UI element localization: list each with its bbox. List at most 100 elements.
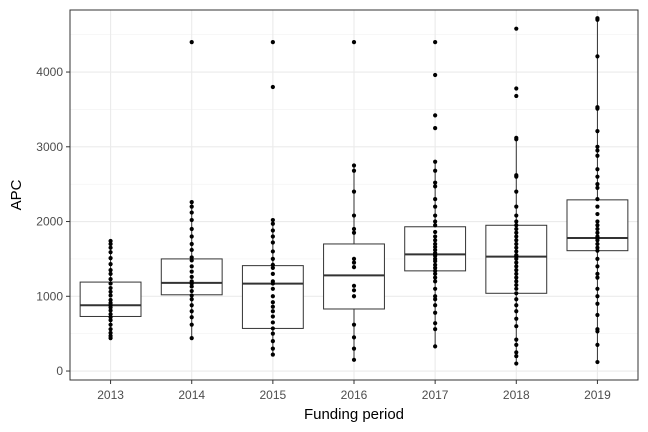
data-point — [595, 301, 600, 306]
y-tick-label: 1000 — [36, 289, 63, 303]
data-point — [514, 286, 519, 291]
data-point — [595, 128, 600, 134]
x-tick-label: 2017 — [422, 388, 449, 402]
data-point — [514, 324, 519, 329]
data-point — [595, 219, 600, 224]
data-point — [433, 241, 438, 247]
data-point — [433, 213, 438, 218]
data-point — [595, 223, 600, 228]
data-point — [108, 245, 113, 250]
data-point — [514, 230, 519, 235]
data-point — [270, 234, 275, 239]
data-point — [514, 26, 519, 31]
data-point — [270, 331, 275, 336]
data-point — [595, 312, 600, 318]
data-point — [514, 350, 519, 355]
data-point — [108, 271, 113, 276]
data-point — [270, 265, 275, 270]
data-point — [189, 281, 194, 286]
data-point — [433, 310, 438, 315]
x-tick-label: 2015 — [260, 388, 287, 402]
data-point — [514, 204, 519, 209]
data-point — [351, 265, 357, 270]
data-point — [189, 315, 194, 320]
data-point — [514, 297, 519, 302]
data-point — [595, 167, 600, 172]
data-point — [108, 318, 113, 323]
y-tick-label: 3000 — [36, 140, 63, 154]
data-point — [514, 137, 519, 142]
data-point — [433, 321, 438, 326]
data-point — [189, 264, 194, 269]
data-point — [270, 84, 275, 90]
data-point — [108, 276, 113, 282]
data-point — [108, 336, 113, 341]
data-point — [270, 262, 275, 267]
data-point — [189, 255, 194, 260]
data-point — [514, 316, 519, 321]
data-point — [270, 221, 275, 226]
data-point — [189, 297, 194, 302]
data-point — [433, 197, 438, 202]
data-point — [433, 294, 438, 299]
data-point — [108, 241, 113, 247]
data-point — [270, 249, 275, 254]
data-point — [595, 182, 600, 187]
data-point — [514, 174, 519, 179]
data-point — [514, 291, 519, 296]
data-point — [108, 293, 113, 298]
data-point — [433, 184, 438, 189]
data-point — [270, 228, 275, 233]
data-point — [433, 253, 438, 259]
data-point — [189, 284, 194, 289]
data-point — [595, 275, 600, 280]
data-point — [514, 282, 519, 288]
data-point — [433, 275, 438, 280]
data-point — [433, 297, 438, 302]
data-point — [351, 260, 357, 265]
data-point — [433, 219, 438, 224]
data-point — [433, 113, 438, 118]
data-point — [595, 342, 600, 347]
data-point — [595, 211, 600, 217]
data-point — [514, 238, 519, 243]
data-point — [595, 144, 600, 149]
data-point — [595, 286, 600, 291]
data-point — [514, 256, 519, 262]
x-tick-label: 2019 — [584, 388, 611, 402]
data-point — [514, 213, 519, 218]
data-point — [595, 226, 600, 232]
data-point — [189, 303, 194, 308]
data-point — [270, 286, 275, 291]
data-point — [189, 217, 194, 223]
data-point — [433, 238, 438, 243]
data-point — [595, 185, 600, 190]
data-point — [514, 279, 519, 284]
data-point — [595, 197, 600, 202]
data-point — [433, 268, 438, 273]
x-tick-label: 2018 — [503, 388, 530, 402]
y-tick-label: 4000 — [36, 65, 63, 79]
data-point — [351, 226, 357, 232]
data-point — [433, 259, 438, 264]
data-point — [595, 230, 600, 235]
data-point — [108, 262, 113, 267]
data-point — [595, 174, 600, 179]
data-point — [595, 294, 600, 299]
data-point — [189, 226, 194, 232]
data-point — [351, 322, 357, 327]
data-point — [433, 168, 438, 173]
data-point — [270, 256, 275, 262]
data-point — [270, 309, 275, 314]
data-point — [514, 223, 519, 228]
data-point — [595, 271, 600, 276]
point-layer — [108, 16, 600, 366]
y-axis-title: APC — [8, 179, 25, 210]
data-point — [270, 304, 275, 309]
data-point — [108, 268, 113, 273]
data-point — [351, 283, 357, 288]
data-point — [270, 217, 275, 223]
data-point — [108, 256, 113, 261]
data-point — [270, 240, 275, 245]
